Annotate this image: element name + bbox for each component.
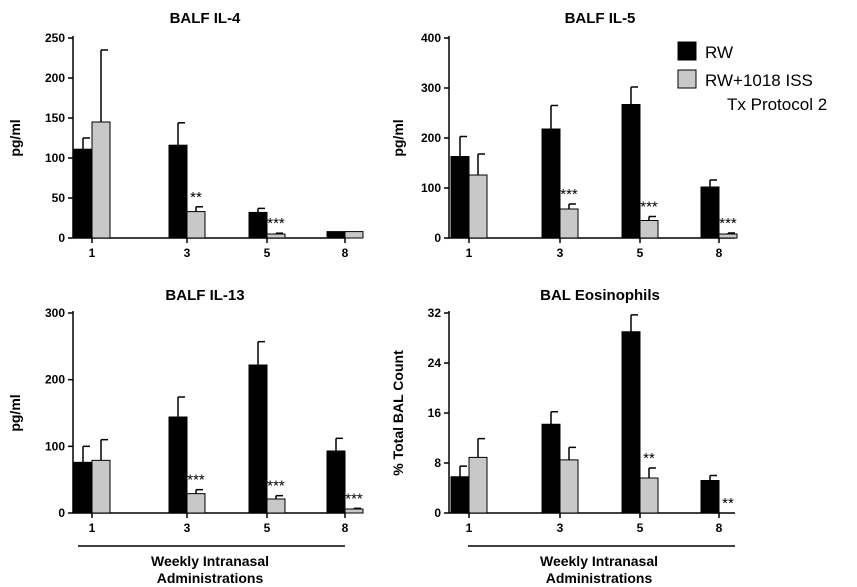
- x-tick-label: 1: [89, 521, 96, 535]
- significance-marker: ***: [345, 490, 363, 507]
- x-tick-label: 8: [716, 521, 723, 535]
- x-tick-label: 8: [342, 521, 349, 535]
- bar-rw: [169, 145, 187, 238]
- bar-rw-1018-iss: [469, 175, 487, 238]
- bar-rw: [74, 462, 92, 513]
- bar-rw: [169, 417, 187, 513]
- bar-rw-1018-iss: [267, 234, 285, 238]
- x-tick-label: 1: [89, 246, 96, 260]
- significance-marker: ***: [267, 478, 285, 495]
- x-caption-right-line1: Weekly Intranasal: [540, 553, 658, 569]
- x-tick-label: 3: [184, 521, 191, 535]
- y-tick-label: 300: [421, 81, 441, 95]
- x-caption-left-line2: Administrations: [157, 570, 264, 586]
- bar-rw: [249, 365, 267, 513]
- y-tick-label: 0: [434, 506, 441, 520]
- bar-rw-1018-iss: [560, 209, 578, 238]
- significance-marker: **: [190, 189, 202, 206]
- y-tick-label: 300: [45, 306, 65, 320]
- bar-rw-1018-iss: [640, 221, 658, 239]
- x-tick-label: 1: [466, 521, 473, 535]
- x-tick-label: 3: [557, 246, 564, 260]
- bar-rw-1018-iss: [560, 460, 578, 513]
- legend-label-rw: RW: [705, 43, 733, 62]
- bar-rw: [701, 187, 719, 238]
- y-tick-label: 100: [421, 181, 441, 195]
- bar-rw: [542, 424, 560, 513]
- y-tick-label: 50: [52, 191, 66, 205]
- y-tick-label: 150: [45, 111, 65, 125]
- significance-marker: **: [722, 495, 734, 512]
- x-tick-label: 3: [184, 246, 191, 260]
- panel-balf-il13: BALF IL-13 pg/ml 0 100 200 300 1 3 *** 5 *** 8 ***: [7, 287, 363, 535]
- bar-rw-1018-iss: [92, 122, 110, 238]
- y-tick-label: 32: [428, 306, 442, 320]
- significance-marker: ***: [187, 472, 205, 489]
- chart-title: BALF IL-13: [165, 287, 244, 304]
- y-axis-label: % Total BAL Count: [390, 350, 406, 476]
- y-tick-label: 24: [428, 356, 442, 370]
- significance-marker: ***: [267, 215, 285, 232]
- y-axis-label: pg/ml: [7, 394, 23, 431]
- panel-bal-eosinophils: BAL Eosinophils % Total BAL Count 0 8 16 24 32…: [390, 287, 735, 535]
- bar-rw-1018-iss: [267, 499, 285, 513]
- y-tick-label: 8: [434, 456, 441, 470]
- bar-rw: [701, 481, 719, 514]
- significance-marker: **: [643, 450, 655, 467]
- bar-rw-1018-iss: [187, 212, 205, 238]
- y-tick-label: 0: [58, 231, 65, 245]
- chart-title: BAL Eosinophils: [540, 287, 660, 304]
- bar-rw: [327, 451, 345, 513]
- bar-rw-1018-iss: [469, 457, 487, 513]
- significance-marker: ***: [719, 215, 737, 232]
- bar-rw: [542, 129, 560, 238]
- panel-balf-il4: BALF IL-4 pg/ml 0 50 100 150 200 250 1 3 ** 5 *** 8: [7, 10, 363, 260]
- x-tick-label: 3: [557, 521, 564, 535]
- bar-rw-1018-iss: [640, 478, 658, 513]
- chart-title: BALF IL-4: [170, 10, 241, 27]
- x-caption-right-line2: Administrations: [546, 570, 653, 586]
- bar-rw: [249, 212, 267, 238]
- x-tick-label: 5: [264, 246, 271, 260]
- y-tick-label: 200: [45, 71, 65, 85]
- legend-label-iss: RW+1018 ISS: [705, 71, 813, 90]
- legend-swatch-rw: [678, 42, 696, 60]
- x-caption-left-line1: Weekly Intranasal: [151, 553, 269, 569]
- y-tick-label: 200: [45, 373, 65, 387]
- bar-rw: [451, 477, 469, 513]
- x-tick-label: 5: [637, 521, 644, 535]
- bar-rw: [622, 332, 640, 513]
- bar-rw: [451, 157, 469, 239]
- chart-title: BALF IL-5: [565, 10, 636, 27]
- legend: RW RW+1018 ISS Tx Protocol 2: [678, 42, 827, 114]
- legend-swatch-iss: [678, 70, 696, 88]
- y-tick-label: 200: [421, 131, 441, 145]
- bar-rw-1018-iss: [92, 460, 110, 513]
- x-tick-label: 5: [264, 521, 271, 535]
- bar-rw: [327, 232, 345, 238]
- significance-marker: ***: [640, 199, 658, 216]
- legend-protocol-note: Tx Protocol 2: [727, 95, 827, 114]
- y-axis-label: pg/ml: [390, 119, 406, 156]
- bar-rw-1018-iss: [345, 232, 363, 238]
- bar-rw-1018-iss: [345, 509, 363, 513]
- x-tick-label: 8: [342, 246, 349, 260]
- y-tick-label: 250: [45, 31, 65, 45]
- y-tick-label: 100: [45, 439, 65, 453]
- x-tick-label: 1: [466, 246, 473, 260]
- bar-rw-1018-iss: [719, 234, 737, 238]
- y-axis-label: pg/ml: [7, 119, 23, 156]
- x-tick-label: 8: [716, 246, 723, 260]
- y-tick-label: 400: [421, 31, 441, 45]
- bar-rw: [74, 149, 92, 238]
- y-tick-label: 0: [58, 506, 65, 520]
- x-tick-label: 5: [637, 246, 644, 260]
- bar-rw-1018-iss: [187, 494, 205, 513]
- bar-rw: [622, 105, 640, 239]
- significance-marker: ***: [560, 186, 578, 203]
- y-tick-label: 100: [45, 151, 65, 165]
- y-tick-label: 0: [434, 231, 441, 245]
- y-tick-label: 16: [428, 406, 442, 420]
